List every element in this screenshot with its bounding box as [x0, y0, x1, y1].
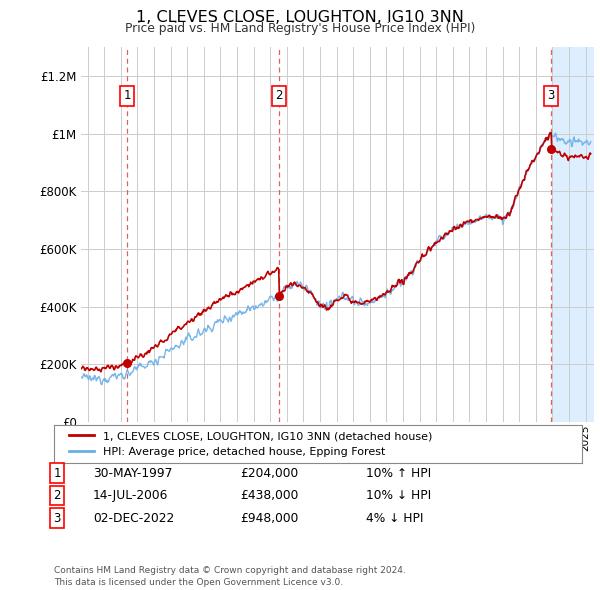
Text: 14-JUL-2006: 14-JUL-2006 — [93, 489, 169, 502]
Text: 3: 3 — [53, 512, 61, 525]
Text: 10% ↓ HPI: 10% ↓ HPI — [366, 489, 431, 502]
Text: 2: 2 — [275, 90, 283, 103]
Text: 3: 3 — [547, 90, 555, 103]
Bar — [553, 47, 594, 422]
Text: 4% ↓ HPI: 4% ↓ HPI — [366, 512, 424, 525]
Legend: 1, CLEVES CLOSE, LOUGHTON, IG10 3NN (detached house), HPI: Average price, detach: 1, CLEVES CLOSE, LOUGHTON, IG10 3NN (det… — [65, 426, 436, 462]
Text: 10% ↑ HPI: 10% ↑ HPI — [366, 467, 431, 480]
Text: £438,000: £438,000 — [240, 489, 298, 502]
Text: Contains HM Land Registry data © Crown copyright and database right 2024.
This d: Contains HM Land Registry data © Crown c… — [54, 566, 406, 587]
Text: 1: 1 — [124, 90, 131, 103]
Text: 30-MAY-1997: 30-MAY-1997 — [93, 467, 172, 480]
Text: 2: 2 — [53, 489, 61, 502]
Text: 1: 1 — [53, 467, 61, 480]
Text: 1, CLEVES CLOSE, LOUGHTON, IG10 3NN: 1, CLEVES CLOSE, LOUGHTON, IG10 3NN — [136, 10, 464, 25]
Text: £204,000: £204,000 — [240, 467, 298, 480]
Text: £948,000: £948,000 — [240, 512, 298, 525]
Bar — [553, 47, 594, 422]
Text: Price paid vs. HM Land Registry's House Price Index (HPI): Price paid vs. HM Land Registry's House … — [125, 22, 475, 35]
Text: 02-DEC-2022: 02-DEC-2022 — [93, 512, 174, 525]
